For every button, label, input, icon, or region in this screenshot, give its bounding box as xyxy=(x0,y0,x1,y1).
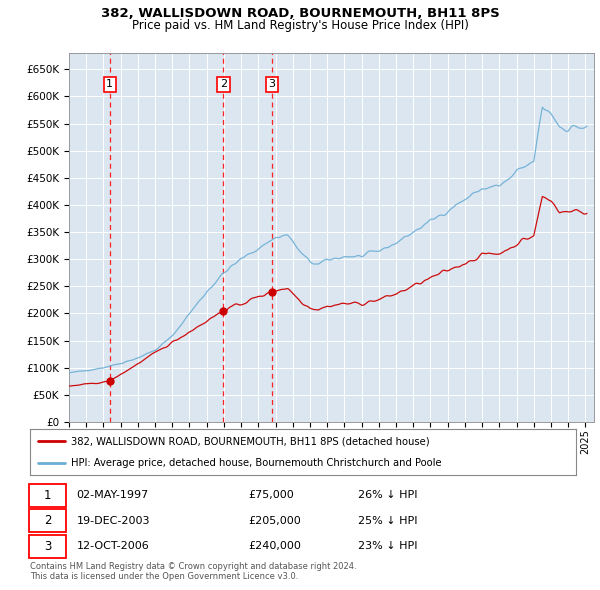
Text: 2: 2 xyxy=(44,514,51,527)
Text: £205,000: £205,000 xyxy=(248,516,301,526)
Text: 19-DEC-2003: 19-DEC-2003 xyxy=(76,516,150,526)
FancyBboxPatch shape xyxy=(29,535,66,558)
Text: 1: 1 xyxy=(106,80,113,90)
Text: 2: 2 xyxy=(220,80,227,90)
Text: 25% ↓ HPI: 25% ↓ HPI xyxy=(358,516,417,526)
Text: £240,000: £240,000 xyxy=(248,541,301,551)
Text: 1: 1 xyxy=(44,489,51,502)
Text: 3: 3 xyxy=(268,80,275,90)
Text: 3: 3 xyxy=(44,539,51,553)
Text: HPI: Average price, detached house, Bournemouth Christchurch and Poole: HPI: Average price, detached house, Bour… xyxy=(71,457,442,467)
Text: £75,000: £75,000 xyxy=(248,490,294,500)
FancyBboxPatch shape xyxy=(29,509,66,532)
Text: 12-OCT-2006: 12-OCT-2006 xyxy=(76,541,149,551)
Text: 02-MAY-1997: 02-MAY-1997 xyxy=(76,490,149,500)
Text: 382, WALLISDOWN ROAD, BOURNEMOUTH, BH11 8PS (detached house): 382, WALLISDOWN ROAD, BOURNEMOUTH, BH11 … xyxy=(71,437,430,447)
Text: 23% ↓ HPI: 23% ↓ HPI xyxy=(358,541,417,551)
FancyBboxPatch shape xyxy=(29,484,66,507)
Text: Price paid vs. HM Land Registry's House Price Index (HPI): Price paid vs. HM Land Registry's House … xyxy=(131,19,469,32)
Text: 382, WALLISDOWN ROAD, BOURNEMOUTH, BH11 8PS: 382, WALLISDOWN ROAD, BOURNEMOUTH, BH11 … xyxy=(101,7,499,20)
Text: 26% ↓ HPI: 26% ↓ HPI xyxy=(358,490,417,500)
Text: This data is licensed under the Open Government Licence v3.0.: This data is licensed under the Open Gov… xyxy=(30,572,298,581)
Text: Contains HM Land Registry data © Crown copyright and database right 2024.: Contains HM Land Registry data © Crown c… xyxy=(30,562,356,571)
